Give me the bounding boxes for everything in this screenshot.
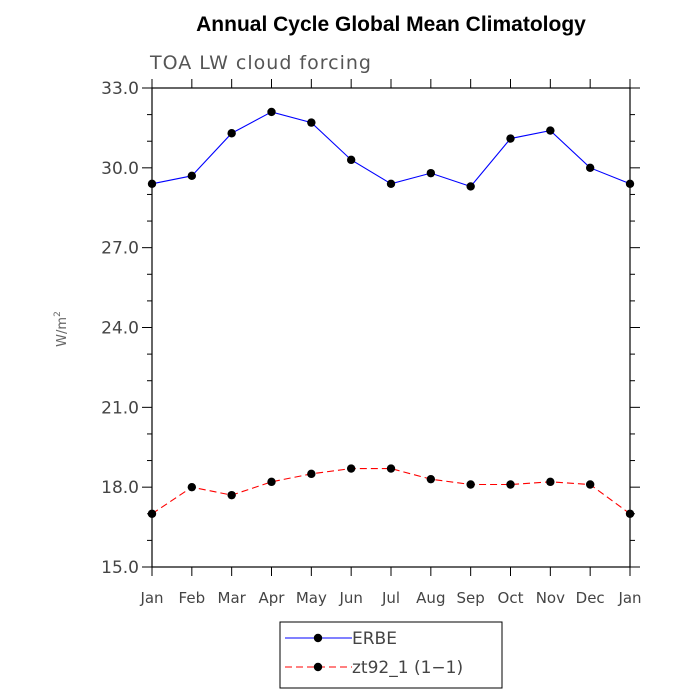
data-point (147, 509, 157, 518)
legend-marker (313, 633, 323, 643)
y-axis-label-superscript: 2 (53, 311, 63, 317)
data-point (267, 477, 276, 487)
x-tick-label: Jan (617, 589, 641, 607)
data-point (426, 474, 436, 484)
x-tick-label: May (296, 589, 327, 607)
data-point (625, 509, 635, 518)
data-point (227, 490, 236, 500)
data-point (227, 129, 236, 138)
y-tick-label: 33.0 (101, 79, 139, 99)
legend-label: ERBE (352, 629, 397, 649)
legend: ERBE zt92_1 (1−1) (279, 621, 503, 689)
data-point (187, 171, 197, 181)
y-axis-label: W/m2 (53, 311, 70, 347)
data-point (267, 107, 276, 117)
x-tick-label: Feb (179, 589, 206, 607)
x-tick-label: Sep (457, 589, 485, 607)
data-point (187, 482, 197, 492)
y-tick-label: 27.0 (101, 239, 139, 259)
data-point (346, 464, 356, 473)
legend-label: zt92_1 (1−1) (352, 658, 463, 678)
x-tick-label: Oct (498, 589, 524, 607)
data-point (307, 118, 316, 127)
x-tick-label: Jun (338, 589, 362, 607)
chart-subtitle: TOA LW cloud forcing (149, 52, 372, 74)
data-point (147, 179, 157, 188)
data-point (426, 168, 436, 178)
chart-title: Annual Cycle Global Mean Climatology (196, 13, 586, 36)
data-point (625, 179, 635, 188)
data-point (585, 480, 595, 489)
data-point (546, 477, 555, 487)
y-tick-label: 15.0 (101, 558, 139, 578)
series-line-1 (151, 467, 631, 515)
y-tick-label: 30.0 (101, 159, 139, 179)
data-point (346, 155, 356, 165)
x-tick-label: Nov (536, 589, 565, 607)
y-axis-label-text: W/m (55, 317, 70, 347)
y-tick-label: 21.0 (101, 398, 139, 418)
y-tick-label: 24.0 (101, 319, 139, 339)
data-point (506, 134, 515, 143)
series-line-0 (151, 111, 631, 188)
x-tick-label: Jul (381, 589, 400, 607)
data-point (307, 469, 316, 479)
data-point (466, 480, 475, 489)
legend-box (279, 621, 503, 689)
data-point (386, 464, 396, 473)
data-point (546, 126, 555, 135)
data-point (506, 480, 515, 489)
data-point (386, 179, 396, 188)
x-tick-label: Dec (576, 589, 605, 607)
x-tick-label: Mar (218, 589, 247, 607)
x-tick-label: Jan (139, 589, 163, 607)
y-tick-label: 18.0 (101, 478, 139, 498)
x-tick-label: Aug (416, 589, 445, 607)
x-tick-label: Apr (259, 589, 286, 607)
data-point (585, 163, 595, 173)
plot-frame (151, 87, 631, 568)
legend-marker (313, 662, 323, 672)
data-point (466, 182, 475, 191)
plot-area: 15.0 18.0 21.0 24.0 27.0 30.0 33.0 Jan Feb Mar Apr… (101, 79, 642, 607)
